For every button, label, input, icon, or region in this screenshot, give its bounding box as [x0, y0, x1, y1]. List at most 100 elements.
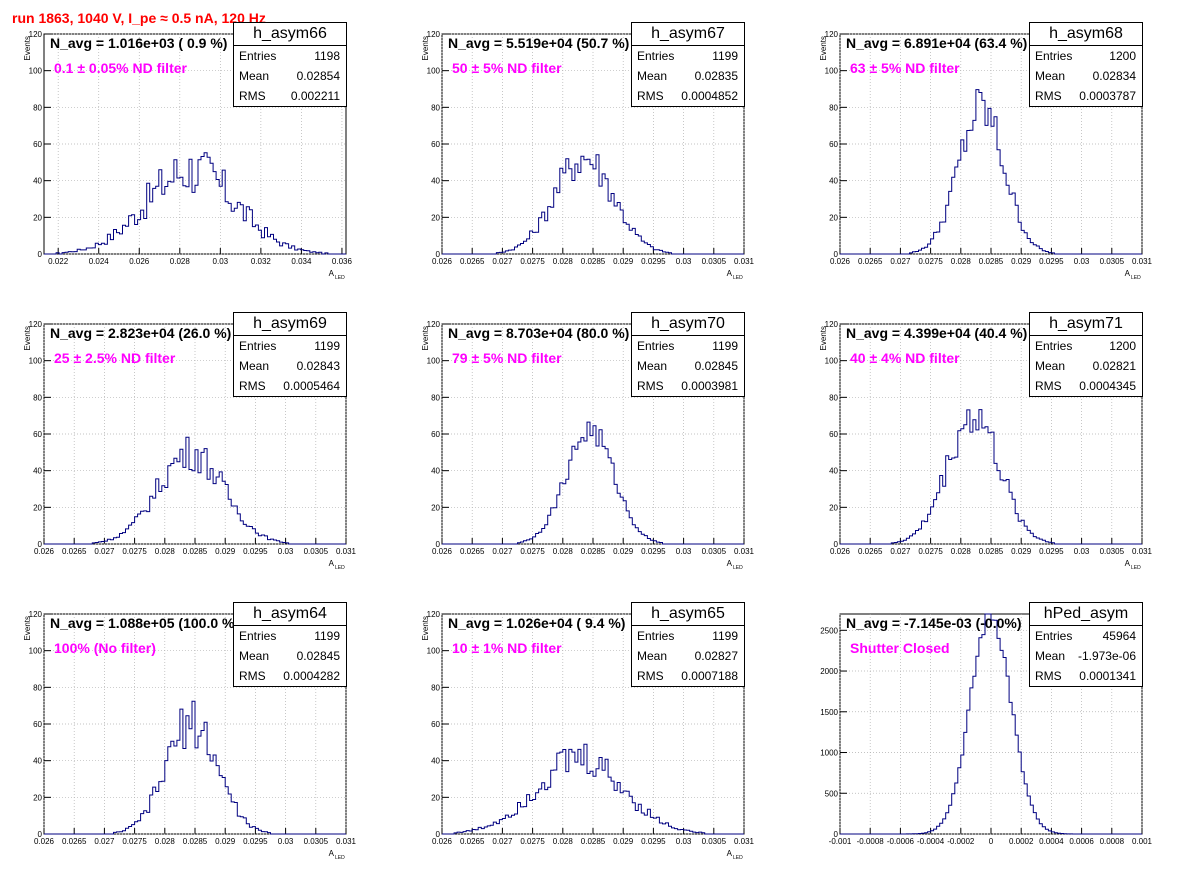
stats-row-mean: Mean 0.02854 — [234, 66, 346, 86]
stats-box: h_asym64 Entries 1199 Mean 0.02845 RMS 0.00042… — [233, 602, 347, 687]
y-tick-label: 80 — [431, 683, 440, 692]
histogram-pad-h_asym66: 0.022 0.024 0.026 0.028 0.03 0.032 0.034 0.036 0… — [0, 0, 398, 290]
stats-key: RMS — [637, 669, 664, 683]
x-tick-label: 0.03 — [676, 837, 692, 846]
filter-label: 100% (No filter) — [54, 640, 156, 656]
histogram-name: h_asym70 — [632, 313, 744, 336]
y-tick-label: 0 — [436, 540, 441, 549]
histogram-series-line — [442, 154, 744, 255]
x-axis-label: A — [727, 849, 733, 858]
x-tick-label: 0.03 — [1074, 547, 1090, 556]
y-tick-label: 0 — [38, 830, 43, 839]
y-tick-label: 40 — [829, 177, 838, 186]
stats-key: Entries — [637, 49, 675, 63]
y-tick-label: 40 — [33, 467, 42, 476]
x-tick-label: 0.031 — [336, 837, 357, 846]
x-axis-label-subscript: LED — [733, 275, 743, 281]
x-tick-label: 0.0305 — [702, 837, 727, 846]
y-tick-label: 60 — [33, 140, 42, 149]
stats-value: 0.0004345 — [1079, 379, 1136, 393]
x-tick-label: 0.03 — [278, 837, 294, 846]
stats-value: 0.0005464 — [283, 379, 340, 393]
y-axis-label: Events — [23, 36, 32, 60]
stats-value: 0.0004282 — [283, 669, 340, 683]
histogram-name: hPed_asym — [1030, 603, 1142, 626]
stats-value: 0.002211 — [290, 89, 340, 103]
x-tick-label: -0.001 — [829, 837, 852, 846]
filter-label: 25 ± 2.5% ND filter — [54, 350, 176, 366]
x-tick-label: 0.022 — [48, 257, 69, 266]
histogram-pad-h_asym65: 0.026 0.0265 0.027 0.0275 0.028 0.0285 0.029 0.… — [398, 580, 796, 870]
stats-key: Entries — [1035, 629, 1073, 643]
stats-box: h_asym65 Entries 1199 Mean 0.02827 RMS 0.00071… — [631, 602, 745, 687]
stats-row-mean: Mean 0.02843 — [234, 356, 346, 376]
histogram-plot: 0.026 0.0265 0.027 0.0275 0.028 0.0285 0.029 0.… — [23, 320, 357, 571]
filter-label: 0.1 ± 0.05% ND filter — [54, 60, 187, 76]
y-tick-label: 60 — [829, 140, 838, 149]
histogram-series-line — [840, 89, 1142, 255]
y-tick-label: 120 — [427, 320, 441, 329]
x-tick-label: 0.03 — [676, 257, 692, 266]
histogram-pad-h_asym68: 0.026 0.0265 0.027 0.0275 0.028 0.0285 0.029 0.… — [796, 0, 1194, 290]
x-tick-label: 0.026 — [34, 547, 55, 556]
x-tick-label: 0.026 — [830, 547, 851, 556]
n-avg-label: N_avg = 4.399e+04 (40.4 %) — [846, 325, 1028, 341]
y-tick-label: 80 — [829, 393, 838, 402]
y-tick-label: 20 — [431, 793, 440, 802]
histogram-series-line — [840, 409, 1142, 545]
stats-value: 1199 — [314, 629, 340, 643]
y-axis-label: Events — [819, 326, 828, 350]
x-tick-label: 0.0265 — [858, 547, 883, 556]
stats-row-entries: Entries 1199 — [632, 336, 744, 356]
y-tick-label: 0 — [38, 540, 43, 549]
histogram-name: h_asym64 — [234, 603, 346, 626]
x-tick-label: 0.0295 — [641, 257, 666, 266]
stats-row-mean: Mean -1.973e-06 — [1030, 646, 1142, 666]
stats-key: Mean — [1035, 359, 1066, 373]
y-tick-label: 100 — [427, 357, 441, 366]
stats-value: 0.02854 — [296, 69, 340, 83]
histogram-pad-h_asym70: 0.026 0.0265 0.027 0.0275 0.028 0.0285 0.029 0.… — [398, 290, 796, 580]
stats-value: 1199 — [712, 629, 738, 643]
y-tick-label: 500 — [825, 789, 839, 798]
x-tick-label: -0.0004 — [917, 837, 945, 846]
x-tick-label: 0.027 — [492, 257, 513, 266]
x-tick-label: 0.0285 — [581, 837, 606, 846]
filter-label: Shutter Closed — [850, 640, 950, 656]
x-tick-label: 0.031 — [1132, 257, 1153, 266]
x-tick-label: 0.0295 — [243, 547, 268, 556]
x-tick-label: 0.027 — [890, 547, 911, 556]
x-tick-label: 0.031 — [734, 547, 755, 556]
x-tick-label: 0.0295 — [243, 837, 268, 846]
x-tick-label: 0.028 — [170, 257, 191, 266]
n-avg-label: N_avg = 8.703e+04 (80.0 %) — [448, 325, 630, 341]
x-tick-label: 0.028 — [155, 837, 176, 846]
x-tick-label: 0.027 — [94, 547, 115, 556]
stats-value: 0.02845 — [296, 649, 340, 663]
stats-row-mean: Mean 0.02845 — [234, 646, 346, 666]
x-tick-label: 0.0285 — [979, 257, 1004, 266]
stats-key: Mean — [239, 649, 270, 663]
y-tick-label: 20 — [431, 503, 440, 512]
x-tick-label: 0.029 — [215, 547, 236, 556]
stats-value: 1198 — [314, 49, 340, 63]
x-tick-label: 0.0275 — [918, 547, 943, 556]
y-axis-label: Events — [421, 326, 430, 350]
filter-label: 10 ± 1% ND filter — [452, 640, 562, 656]
stats-row-entries: Entries 45964 — [1030, 626, 1142, 646]
y-tick-label: 100 — [29, 647, 43, 656]
stats-box: h_asym71 Entries 1200 Mean 0.02821 RMS 0.00043… — [1029, 312, 1143, 397]
stats-key: Mean — [1035, 649, 1066, 663]
x-tick-label: 0.0285 — [183, 547, 208, 556]
stats-row-rms: RMS 0.002211 — [234, 86, 346, 106]
stats-box: hPed_asym Entries 45964 Mean -1.973e-06 RMS 0.… — [1029, 602, 1143, 687]
x-tick-label: 0 — [989, 837, 994, 846]
y-tick-label: 40 — [431, 467, 440, 476]
stats-row-rms: RMS 0.0005464 — [234, 376, 346, 396]
y-tick-label: 80 — [829, 103, 838, 112]
stats-key: Mean — [637, 69, 668, 83]
x-axis-label: A — [1125, 269, 1131, 278]
x-tick-label: 0.027 — [890, 257, 911, 266]
x-tick-label: 0.0265 — [460, 547, 485, 556]
stats-row-entries: Entries 1198 — [234, 46, 346, 66]
